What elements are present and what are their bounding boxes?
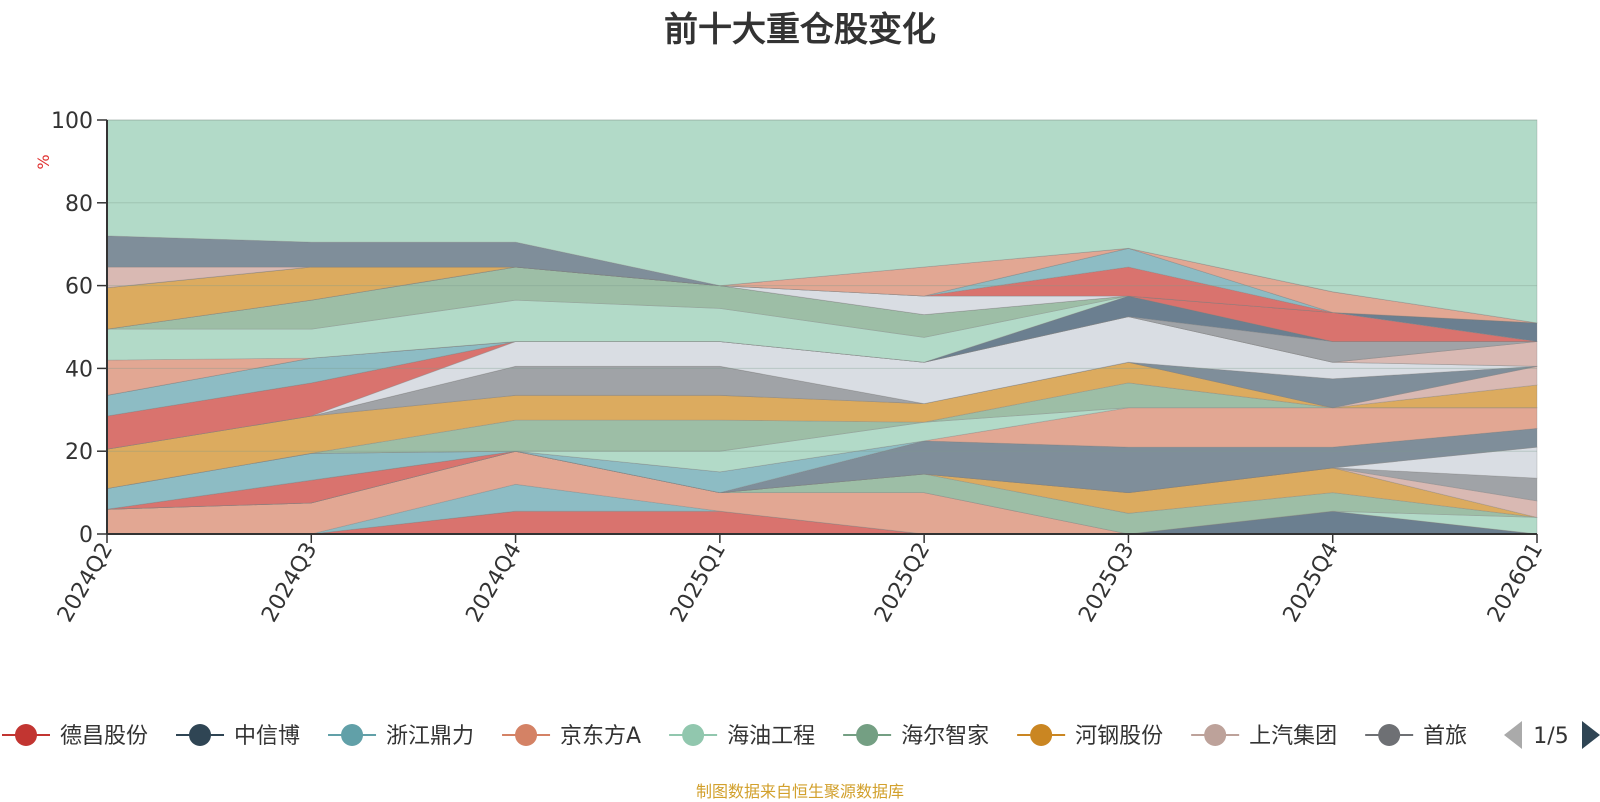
x-tick-label-2024Q3: 2024Q3 <box>257 539 322 627</box>
legend-marker-icon <box>682 724 705 746</box>
x-tick-label-2026Q1: 2026Q1 <box>1483 539 1548 627</box>
legend-label: 中信博 <box>234 724 300 749</box>
legend-label: 京东方A <box>560 724 641 749</box>
legend-label: 海油工程 <box>727 724 815 749</box>
legend-label: 海尔智家 <box>901 724 989 749</box>
legend-label: 浙江鼎力 <box>386 724 474 749</box>
y-tick-label-60: 60 <box>65 275 93 300</box>
x-tick-label-2024Q4: 2024Q4 <box>461 539 526 627</box>
legend-label: 德昌股份 <box>60 724 148 749</box>
x-tick-label-2024Q2: 2024Q2 <box>53 539 118 627</box>
legend-next-page-icon[interactable] <box>1582 721 1600 749</box>
legend-prev-page-icon[interactable] <box>1504 721 1522 749</box>
legend-marker-icon <box>1030 724 1053 746</box>
y-axis-label: % <box>34 154 53 169</box>
legend-item-3[interactable]: 浙江鼎力 <box>328 724 474 749</box>
legend-marker-icon <box>856 724 879 746</box>
y-tick-label-0: 0 <box>79 523 93 548</box>
legend-marker-icon <box>515 724 538 746</box>
y-tick-label-80: 80 <box>65 192 93 217</box>
area-band-29 <box>106 266 1537 342</box>
legend-item-6[interactable]: 海尔智家 <box>843 724 989 749</box>
y-tick-label-40: 40 <box>65 357 93 382</box>
legend-marker-icon <box>341 724 364 746</box>
x-tick-label-2025Q4: 2025Q4 <box>1279 539 1344 627</box>
legend-label: 河钢股份 <box>1075 724 1163 749</box>
area-band-39 <box>106 119 1538 324</box>
legend-label: 上汽集团 <box>1249 724 1337 749</box>
gridlines <box>107 119 1537 452</box>
legend-item-1[interactable]: 德昌股份 <box>2 724 148 749</box>
legend-marker-icon <box>189 724 212 746</box>
legend-marker-icon <box>1204 724 1227 746</box>
legend-item-9[interactable]: 首旅 <box>1365 724 1467 749</box>
y-tick-label-100: 100 <box>51 109 93 134</box>
area-bands <box>106 119 1538 535</box>
x-tick-label-2025Q3: 2025Q3 <box>1074 539 1139 627</box>
legend-item-2[interactable]: 中信博 <box>176 724 300 749</box>
chart-title: 前十大重仓股变化 <box>664 10 936 50</box>
source-note: 制图数据来自恒生聚源数据库 <box>695 782 904 801</box>
legend-marker-icon <box>15 724 37 746</box>
legend-page-indicator: 1/5 <box>1533 724 1568 749</box>
legend-marker-icon <box>1378 724 1401 746</box>
legend-item-7[interactable]: 河钢股份 <box>1017 724 1163 749</box>
legend-pager: 1/5 <box>1504 721 1600 749</box>
legend: 德昌股份 中信博 浙江鼎力 京东方A 海油工程 海尔智家 河钢股份 上汽集团 首旅 <box>2 724 1467 749</box>
legend-item-8[interactable]: 上汽集团 <box>1191 724 1337 749</box>
y-tick-label-20: 20 <box>65 440 93 465</box>
legend-item-4[interactable]: 京东方A <box>502 724 641 749</box>
legend-item-5[interactable]: 海油工程 <box>669 724 815 749</box>
legend-label: 首旅 <box>1423 724 1467 749</box>
x-tick-label-2025Q2: 2025Q2 <box>870 539 935 627</box>
x-tick-label-2025Q1: 2025Q1 <box>666 539 731 627</box>
